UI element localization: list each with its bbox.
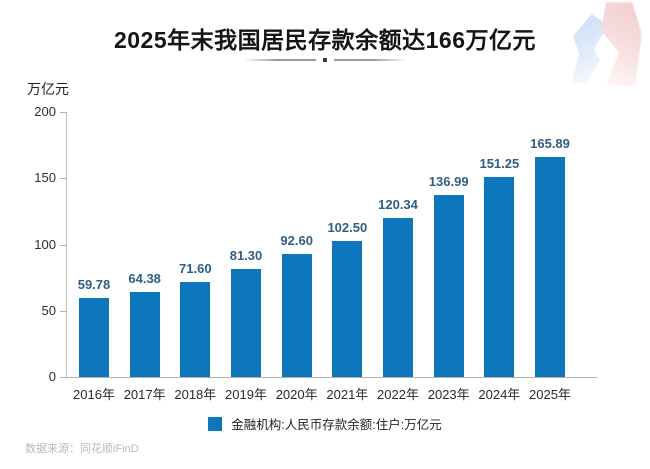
x-axis-category-label: 2019年 <box>225 387 267 402</box>
x-axis-category-label: 2022年 <box>377 387 419 402</box>
bar <box>383 217 414 377</box>
y-axis-tick-label: 0 <box>48 369 56 384</box>
y-axis-tick <box>60 377 67 378</box>
y-axis-tick <box>60 310 67 312</box>
x-axis-category-label: 2024年 <box>478 387 521 402</box>
bar-value-label: 59.78 <box>77 276 111 292</box>
bar-value-label: 151.25 <box>479 155 520 171</box>
y-axis-tick-label: 100 <box>34 236 56 252</box>
bar-value-label: 71.60 <box>179 261 212 277</box>
divider-line-left <box>244 59 316 61</box>
x-axis-category-label: 2020年 <box>275 387 318 402</box>
y-axis-tick-label: 200 <box>34 104 56 119</box>
divider-line-right <box>334 59 406 61</box>
x-axis-category-label: 2018年 <box>174 387 217 402</box>
bar <box>180 282 211 377</box>
y-axis-unit-label: 万亿元 <box>27 81 69 97</box>
bar <box>79 297 109 377</box>
x-axis-category-label: 2016年 <box>73 387 115 402</box>
y-axis-tick <box>60 112 67 113</box>
legend-label: 金融机构:人民币存款余额:住户:万亿元 <box>231 418 442 432</box>
bar-value-label: 136.99 <box>428 174 469 190</box>
bar <box>535 157 566 377</box>
bar <box>129 291 160 377</box>
bar <box>332 241 363 377</box>
x-axis-category-label: 2023年 <box>427 387 470 402</box>
y-axis-tick <box>60 244 67 246</box>
chart-legend: 金融机构:人民币存款余额:住户:万亿元 <box>0 414 650 433</box>
chart-title: 2025年末我国居民存款余额达166万亿元 <box>113 27 537 53</box>
bar <box>231 269 261 377</box>
bar-value-label: 92.60 <box>280 233 313 249</box>
bar-value-label: 102.50 <box>327 220 368 236</box>
x-axis-line <box>66 377 597 378</box>
data-source: 数据来源：同花顺iFinD <box>25 443 139 455</box>
legend-swatch <box>208 416 223 431</box>
divider-dot <box>323 58 327 62</box>
bar-value-label: 64.38 <box>128 270 161 286</box>
y-axis-tick-label: 150 <box>34 170 56 186</box>
y-axis-tick <box>60 178 67 180</box>
x-axis-category-label: 2017年 <box>123 387 166 402</box>
x-axis-category-label: 2025年 <box>529 387 571 402</box>
title-divider <box>0 58 650 62</box>
bar <box>484 176 515 377</box>
x-axis-category-label: 2021年 <box>326 387 369 402</box>
bar <box>433 195 464 377</box>
bar-value-label: 165.89 <box>530 136 570 152</box>
y-axis-tick-label: 50 <box>41 302 56 318</box>
bar <box>281 254 312 377</box>
bar-value-label: 81.30 <box>229 248 263 264</box>
bar-value-label: 120.34 <box>378 196 418 212</box>
